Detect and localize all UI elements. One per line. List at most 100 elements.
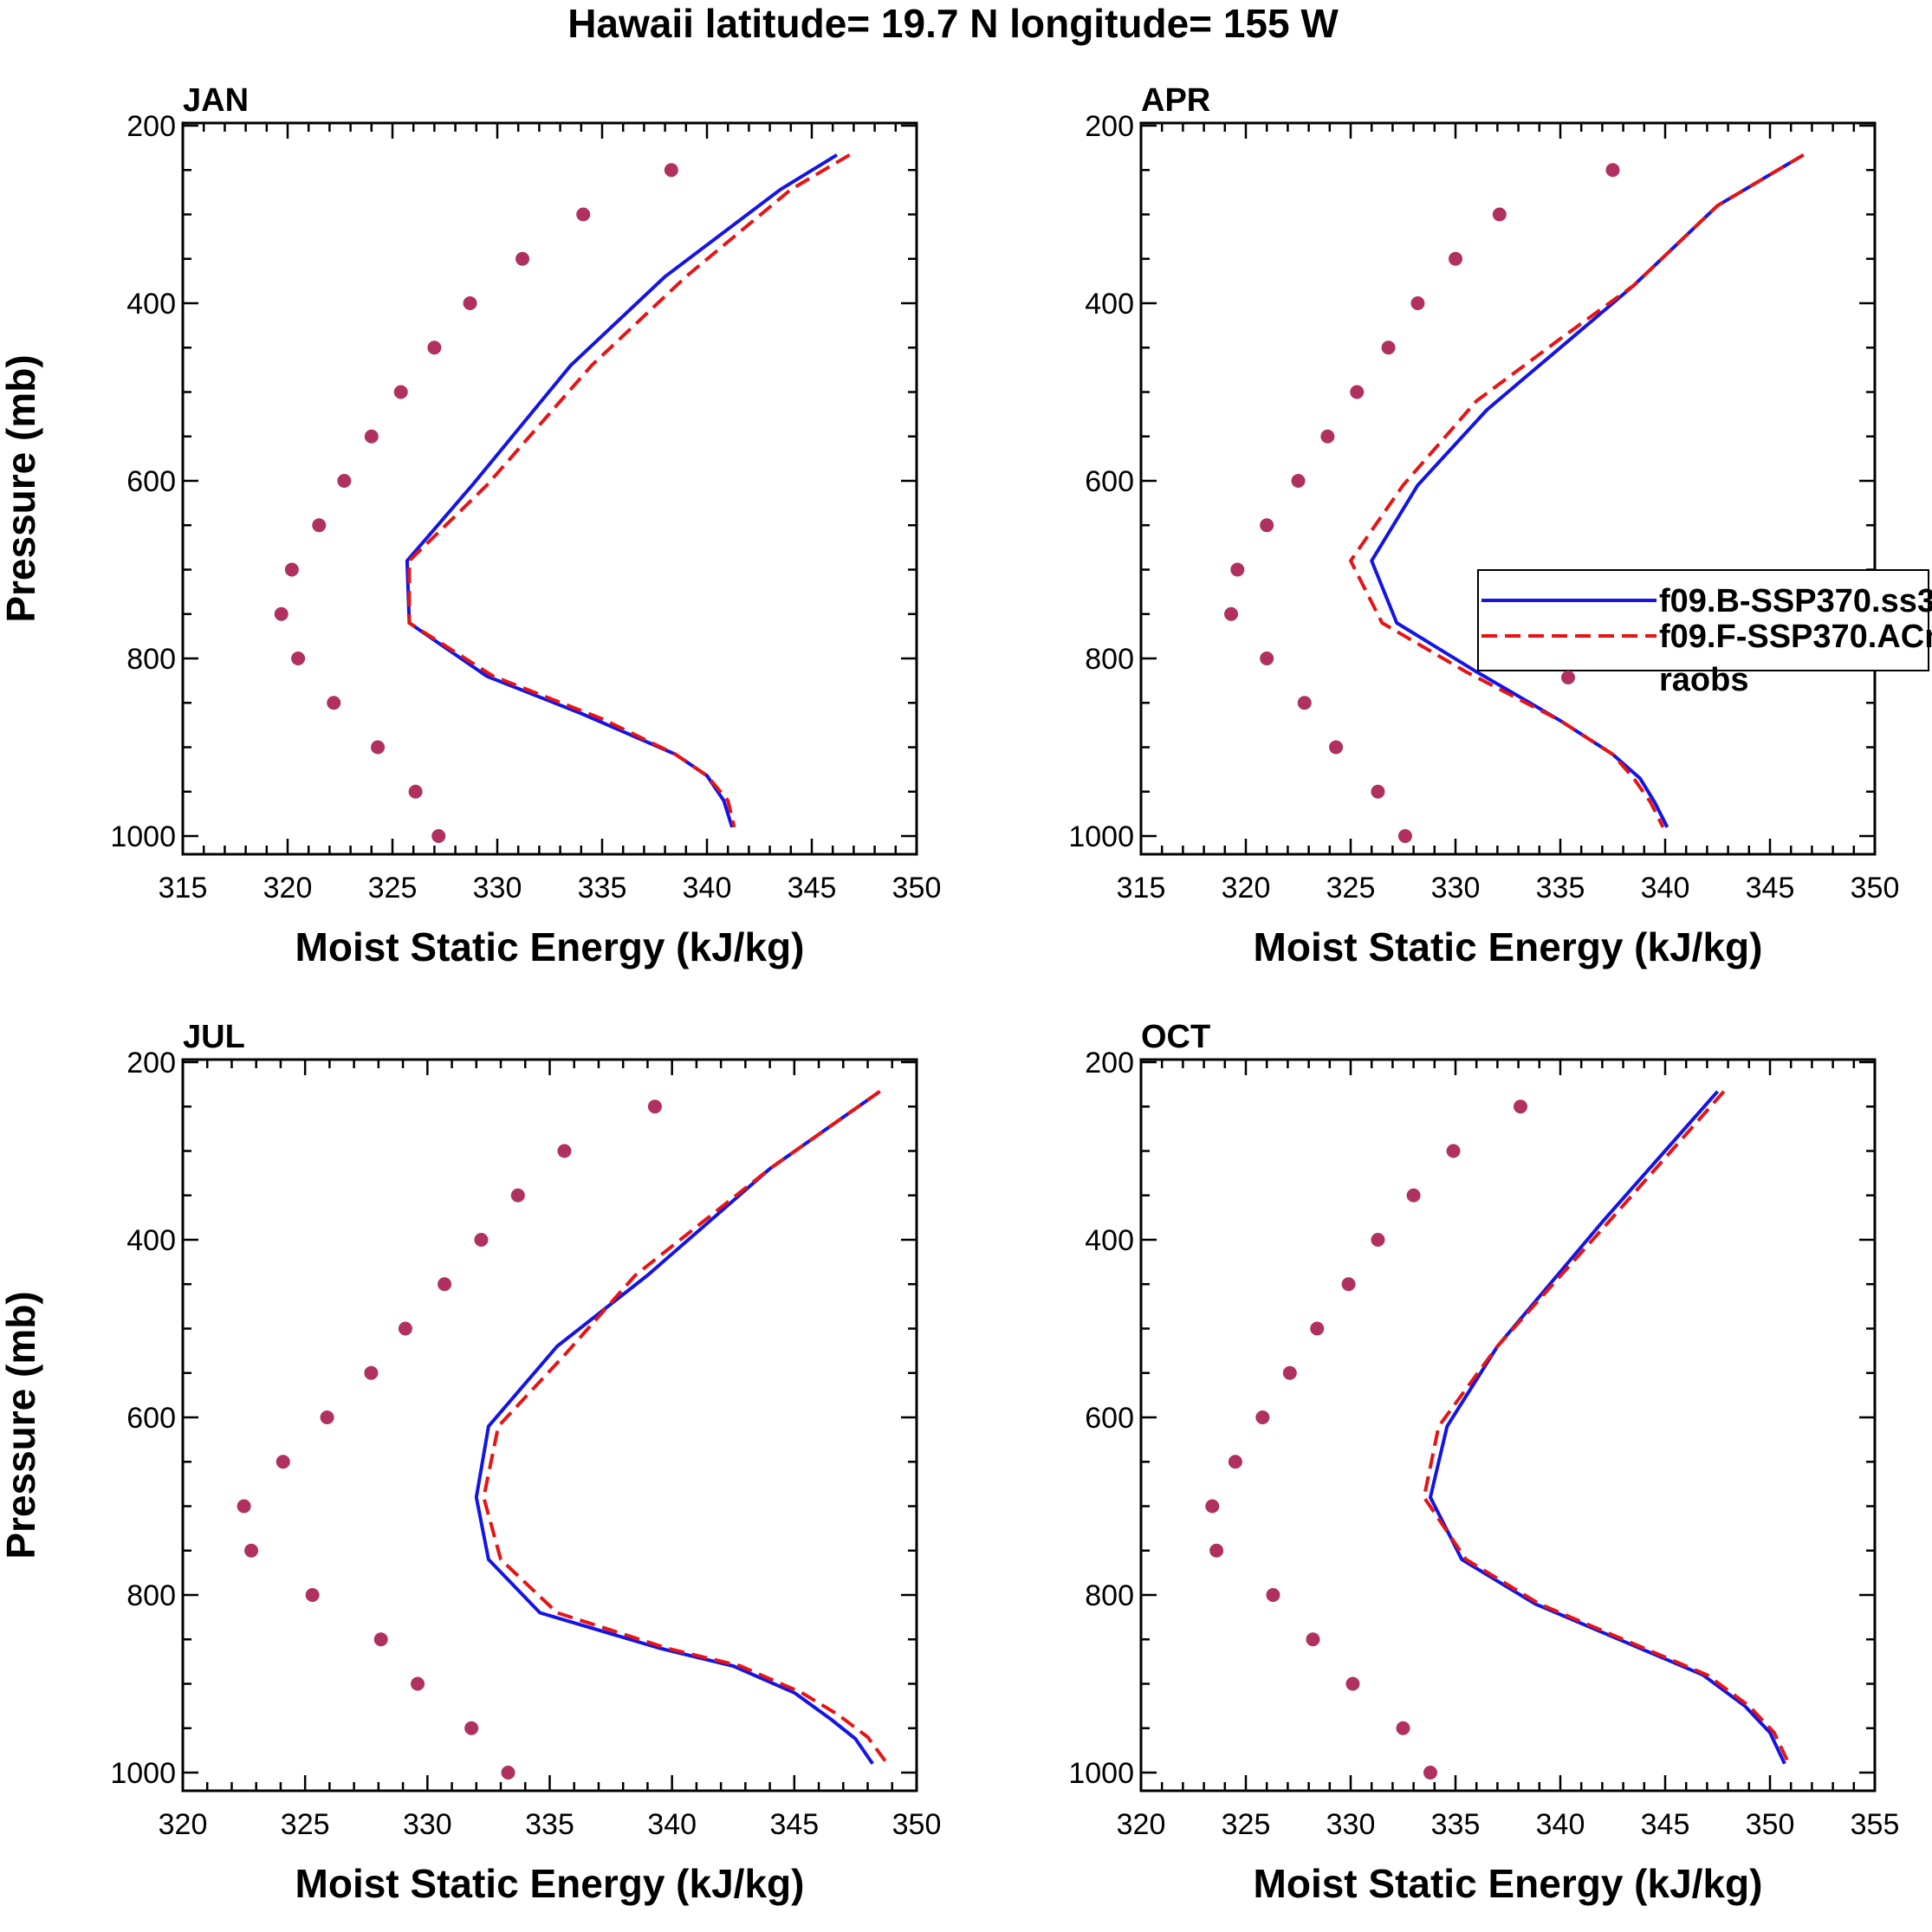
raobs-point (474, 1233, 489, 1247)
raobs-point (431, 829, 446, 843)
raobs-point (501, 1766, 515, 1780)
raobs-point (557, 1144, 572, 1158)
y-tick-label: 800 (1085, 643, 1134, 676)
series-line-f09-b (1370, 153, 1805, 828)
raobs-point (284, 562, 299, 577)
raobs-point (1224, 606, 1239, 621)
plot-frame (181, 1058, 918, 1793)
raobs-point (1341, 1277, 1356, 1292)
y-tick-label: 1000 (110, 820, 176, 853)
raobs-point (398, 1321, 412, 1336)
raobs-point (664, 163, 678, 178)
raobs-point (1228, 1455, 1242, 1469)
y-tick-label: 800 (1085, 1579, 1134, 1612)
x-axis-label: Moist Static Energy (kJ/kg) (295, 1861, 805, 1906)
raobs-point (1205, 1499, 1220, 1514)
y-tick-label: 800 (126, 643, 176, 676)
x-tick-label: 320 (159, 1808, 208, 1841)
y-tick-label: 1000 (1068, 1757, 1134, 1790)
x-tick-label: 335 (1536, 872, 1585, 904)
x-tick-label: 335 (525, 1808, 574, 1841)
x-tick-label: 355 (1851, 1808, 1900, 1841)
x-axis-label: Moist Static Energy (kJ/kg) (1254, 924, 1763, 969)
series-line-f09-b (474, 1090, 881, 1765)
x-tick-label: 325 (281, 1808, 330, 1841)
legend-label: raobs (1659, 662, 1748, 698)
y-tick-label: 600 (126, 465, 176, 498)
raobs-point (463, 296, 477, 310)
x-tick-label: 340 (683, 872, 732, 904)
figure-title: Hawaii latitude= 19.7 N longitude= 155 W (567, 1, 1339, 46)
x-tick-label: 320 (263, 872, 313, 904)
raobs-point (1381, 340, 1396, 355)
x-tick-label: 340 (1641, 872, 1690, 904)
raobs-point (427, 340, 442, 355)
x-tick-label: 330 (1431, 872, 1481, 904)
raobs-point (373, 1632, 388, 1647)
raobs-point (1371, 1233, 1385, 1247)
y-tick-label: 1000 (1068, 820, 1134, 853)
x-tick-label: 325 (368, 872, 418, 904)
y-tick-label: 200 (126, 1047, 176, 1079)
raobs-point (1350, 385, 1365, 399)
x-tick-label: 350 (892, 872, 942, 904)
raobs-point (411, 1676, 425, 1691)
chart-panel-oct: OCT 320 325 330 335 340 345 350 355 200 400 600 800 1… (1068, 1019, 1899, 1906)
raobs-point (320, 1410, 334, 1424)
x-tick-label: 350 (892, 1808, 942, 1841)
panel-label: APR (1141, 82, 1210, 119)
x-tick-label: 330 (403, 1808, 452, 1841)
chart-panel-jan: JAN 315 320 325 330 335 340 345 350 200 400 600 800 1… (0, 82, 941, 969)
raobs-point (1230, 562, 1245, 577)
raobs-point (510, 1188, 525, 1203)
series-line-f09-f (1349, 153, 1805, 828)
raobs-point (1371, 784, 1385, 799)
series-line-f09-f (1422, 1090, 1791, 1765)
raobs-point (237, 1499, 251, 1514)
x-axis-label: Moist Static Energy (kJ/kg) (1254, 1861, 1763, 1906)
y-tick-label: 400 (126, 1224, 176, 1257)
panels: JAN 315 320 325 330 335 340 345 350 200 400 600 800 1… (0, 82, 1899, 1906)
y-tick-label: 400 (1085, 1224, 1134, 1257)
raobs-point (1310, 1321, 1325, 1336)
raobs-point (408, 784, 423, 799)
y-tick-label: 1000 (110, 1757, 176, 1790)
x-tick-label: 340 (1536, 1808, 1585, 1841)
raobs-point (1396, 1721, 1410, 1735)
legend-label: f09.F-SSP370.ACmi (1659, 619, 1932, 655)
raobs-point (1266, 1588, 1280, 1602)
raobs-point (1209, 1543, 1224, 1558)
y-tick-label: 600 (126, 1402, 176, 1435)
raobs-point (464, 1721, 479, 1735)
raobs-point (291, 652, 306, 665)
series-line-f09-b (1429, 1090, 1786, 1765)
raobs-point (647, 1099, 662, 1114)
x-tick-label: 320 (1117, 1808, 1166, 1841)
raobs-point (1605, 163, 1620, 178)
y-axis-label: Pressure (mb) (0, 1291, 43, 1559)
raobs-point (312, 518, 327, 533)
y-tick-label: 200 (1085, 1047, 1134, 1079)
raobs-point (371, 740, 386, 755)
raobs-point (515, 251, 530, 266)
legend-box (1477, 569, 1929, 671)
raobs-point (1514, 1099, 1528, 1114)
raobs-point (1410, 296, 1425, 310)
y-tick-label: 400 (126, 288, 176, 321)
raobs-point (305, 1588, 320, 1602)
raobs-point (1449, 251, 1462, 266)
plot-frame (181, 121, 918, 856)
x-tick-label: 340 (647, 1808, 697, 1841)
y-tick-label: 600 (1085, 465, 1134, 498)
raobs-point (393, 385, 408, 399)
raobs-point (327, 696, 341, 710)
raobs-point (1260, 518, 1274, 533)
x-tick-label: 325 (1222, 1808, 1271, 1841)
plot-frame (1139, 1058, 1877, 1793)
raobs-point (1397, 829, 1412, 843)
raobs-point (1260, 652, 1274, 665)
legend-dot-marker (1561, 671, 1575, 684)
x-tick-label: 335 (1431, 1808, 1481, 1841)
x-tick-label: 320 (1222, 872, 1271, 904)
